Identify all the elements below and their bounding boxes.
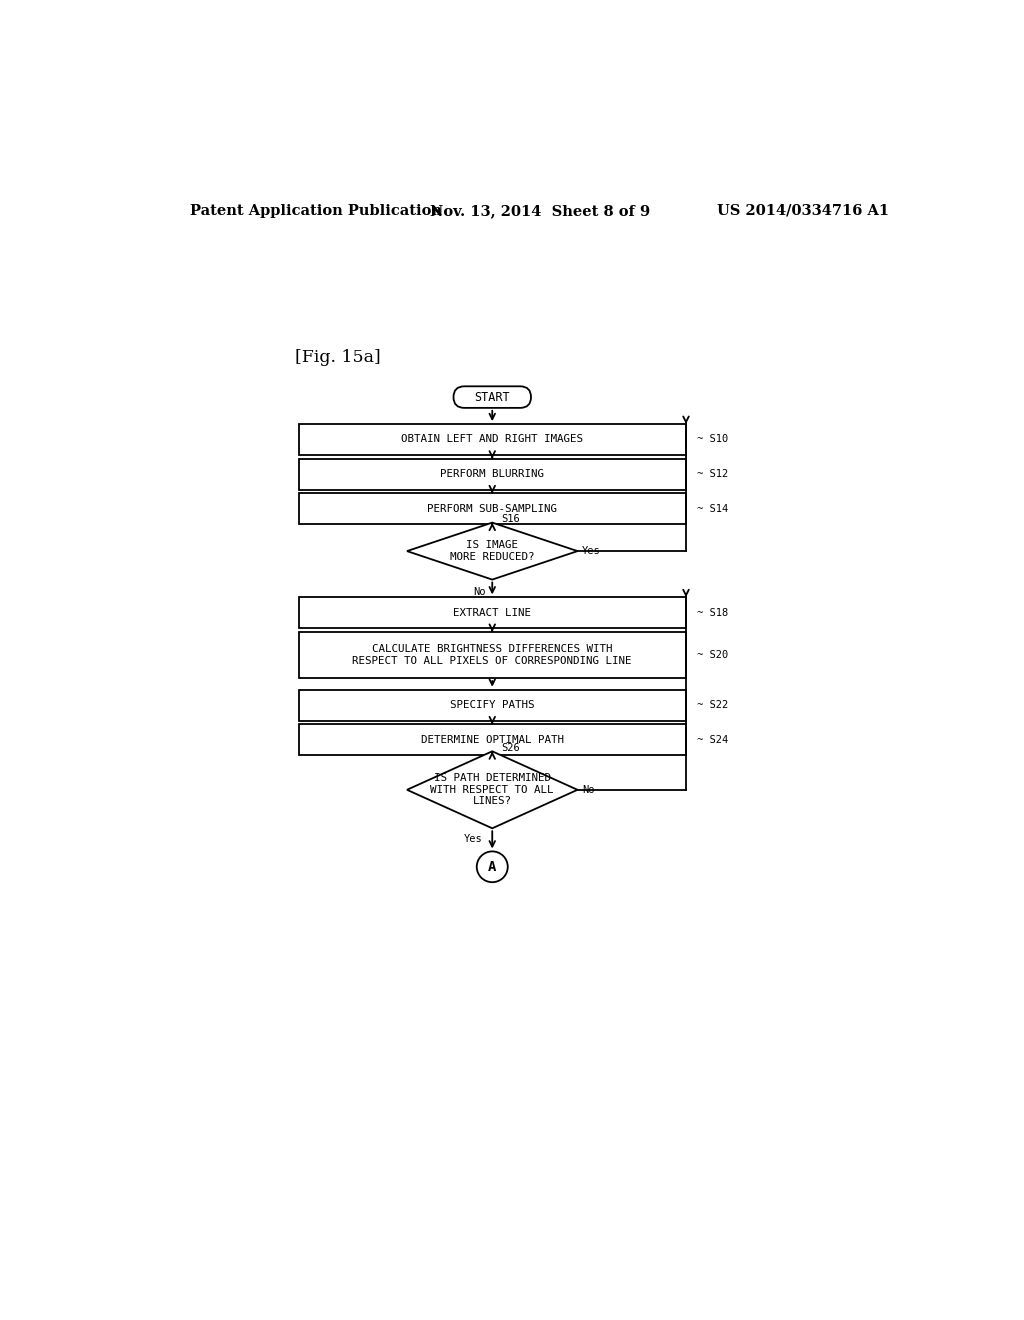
- FancyBboxPatch shape: [299, 632, 686, 678]
- FancyBboxPatch shape: [299, 598, 686, 628]
- Text: PERFORM SUB-SAMPLING: PERFORM SUB-SAMPLING: [427, 504, 557, 513]
- Circle shape: [477, 851, 508, 882]
- Text: Nov. 13, 2014  Sheet 8 of 9: Nov. 13, 2014 Sheet 8 of 9: [430, 203, 650, 218]
- FancyBboxPatch shape: [299, 689, 686, 721]
- Text: ~ S10: ~ S10: [697, 434, 728, 445]
- FancyBboxPatch shape: [299, 494, 686, 524]
- Text: [Fig. 15a]: [Fig. 15a]: [295, 348, 380, 366]
- Text: S16: S16: [502, 515, 520, 524]
- FancyBboxPatch shape: [299, 725, 686, 755]
- FancyBboxPatch shape: [299, 424, 686, 455]
- Text: ~ S12: ~ S12: [697, 469, 728, 479]
- Text: ~ S20: ~ S20: [697, 649, 728, 660]
- Text: ~ S18: ~ S18: [697, 607, 728, 618]
- Text: Yes: Yes: [583, 546, 601, 556]
- Text: No: No: [583, 785, 595, 795]
- Polygon shape: [407, 751, 578, 829]
- Text: EXTRACT LINE: EXTRACT LINE: [454, 607, 531, 618]
- Text: DETERMINE OPTIMAL PATH: DETERMINE OPTIMAL PATH: [421, 735, 564, 744]
- FancyBboxPatch shape: [299, 459, 686, 490]
- Text: S26: S26: [502, 743, 520, 752]
- FancyBboxPatch shape: [454, 387, 531, 408]
- Text: ~ S14: ~ S14: [697, 504, 728, 513]
- Text: IS PATH DETERMINED
WITH RESPECT TO ALL
LINES?: IS PATH DETERMINED WITH RESPECT TO ALL L…: [430, 774, 554, 807]
- Text: Patent Application Publication: Patent Application Publication: [190, 203, 442, 218]
- Text: CALCULATE BRIGHTNESS DIFFERENCES WITH
RESPECT TO ALL PIXELS OF CORRESPONDING LIN: CALCULATE BRIGHTNESS DIFFERENCES WITH RE…: [352, 644, 632, 665]
- Polygon shape: [407, 523, 578, 579]
- Text: US 2014/0334716 A1: US 2014/0334716 A1: [717, 203, 889, 218]
- Text: OBTAIN LEFT AND RIGHT IMAGES: OBTAIN LEFT AND RIGHT IMAGES: [401, 434, 584, 445]
- Text: A: A: [488, 859, 497, 874]
- Text: ~ S24: ~ S24: [697, 735, 728, 744]
- Text: SPECIFY PATHS: SPECIFY PATHS: [450, 700, 535, 710]
- Text: Yes: Yes: [464, 834, 483, 845]
- Text: PERFORM BLURRING: PERFORM BLURRING: [440, 469, 544, 479]
- Text: ~ S22: ~ S22: [697, 700, 728, 710]
- Text: IS IMAGE
MORE REDUCED?: IS IMAGE MORE REDUCED?: [450, 540, 535, 562]
- Text: No: No: [473, 587, 486, 597]
- Text: START: START: [474, 391, 510, 404]
